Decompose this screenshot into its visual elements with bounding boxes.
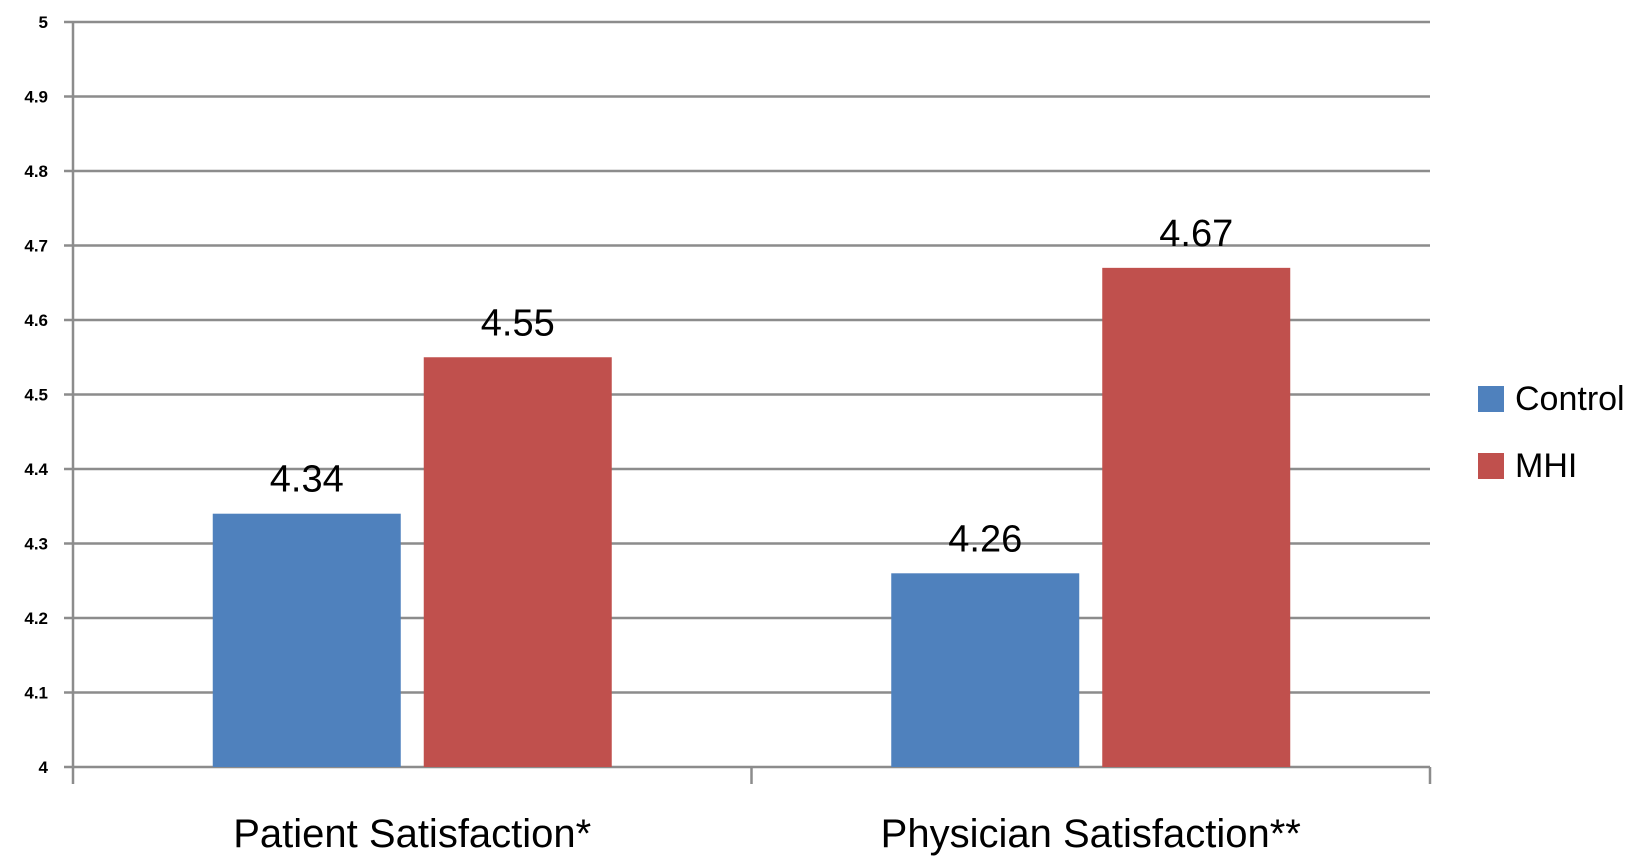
x-axis: Patient Satisfaction* Physician Satisfact… [73, 765, 1432, 856]
x-category-label: Physician Satisfaction** [881, 812, 1301, 856]
data-label: 4.55 [481, 302, 555, 344]
legend-label-control: Control [1515, 380, 1625, 418]
bar-control [891, 573, 1080, 767]
legend: Control MHI [1478, 380, 1625, 485]
y-tick-label: 4.8 [24, 162, 48, 181]
y-tick-label: 4.9 [24, 88, 48, 107]
legend-swatch-control [1478, 386, 1504, 412]
legend-label-mhi: MHI [1515, 447, 1577, 485]
y-tick-label: 4.4 [24, 460, 48, 479]
legend-swatch-mhi [1478, 453, 1504, 479]
y-tick-label: 4.1 [24, 684, 48, 703]
data-label: 4.34 [270, 459, 344, 501]
bar-control [212, 513, 401, 767]
y-tick-label: 4 [39, 758, 49, 777]
y-tick-label: 4.6 [24, 311, 48, 330]
bar-mhi [423, 357, 612, 767]
y-tick-label: 4.3 [24, 535, 48, 554]
y-tick-label: 4.2 [24, 609, 48, 628]
y-tick-label: 4.7 [24, 237, 48, 256]
y-axis: 4 4.1 4.2 4.3 4.4 4.5 4.6 4.7 4.8 4.9 5 [24, 13, 75, 784]
data-label: 4.26 [948, 518, 1022, 560]
x-category-label: Patient Satisfaction* [233, 812, 591, 856]
bars [212, 267, 1291, 767]
data-label: 4.67 [1159, 213, 1233, 255]
y-tick-label: 5 [39, 13, 48, 32]
data-labels: 4.34 4.55 4.26 4.67 [270, 213, 1233, 560]
y-tick-label: 4.5 [24, 386, 48, 405]
bar-mhi [1102, 267, 1291, 767]
